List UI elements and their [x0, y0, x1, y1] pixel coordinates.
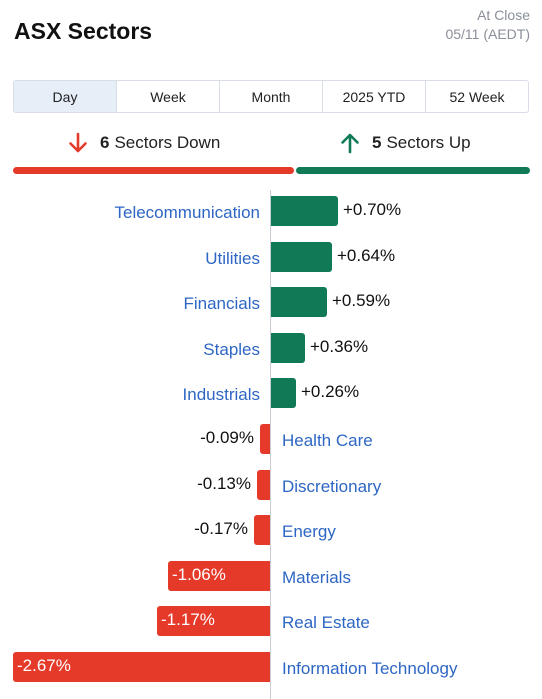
sector-name-link[interactable]: Discretionary: [282, 477, 382, 496]
timeframe-tabs: Day Week Month 2025 YTD 52 Week: [13, 80, 529, 113]
sectors-down-summary: 6 Sectors Down: [68, 132, 220, 154]
sector-change-value: +0.36%: [310, 337, 369, 356]
sector-name-link[interactable]: Materials: [282, 568, 351, 587]
sector-change-value: +0.64%: [337, 246, 396, 265]
status-label: At Close: [477, 7, 530, 23]
sector-bar: [254, 515, 270, 545]
sector-bar: [157, 606, 270, 636]
sector-bar: [13, 652, 270, 682]
sector-bar: [271, 378, 296, 408]
tab-52-week[interactable]: 52 Week: [449, 88, 505, 105]
market-status: At Close 05/11 (AEDT): [445, 6, 530, 44]
sector-change-value: -1.17%: [161, 610, 215, 629]
sectors-up-summary: 5 Sectors Up: [340, 132, 471, 154]
sector-name-link[interactable]: Utilities: [205, 249, 260, 268]
tab-ytd[interactable]: 2025 YTD: [323, 81, 426, 112]
sector-bar: [260, 424, 270, 454]
page-title: ASX Sectors: [14, 18, 153, 44]
sector-name-link[interactable]: Telecommunication: [114, 203, 260, 222]
sector-name-link[interactable]: Real Estate: [282, 613, 370, 632]
sector-change-value: +0.70%: [343, 200, 402, 219]
sector-bar: [168, 561, 270, 591]
tab-day[interactable]: Day: [14, 81, 117, 112]
sector-name-link[interactable]: Financials: [183, 294, 260, 313]
sector-change-value: +0.26%: [301, 382, 360, 401]
sectors-up-count: 5: [372, 133, 382, 152]
sector-change-value: -2.67%: [17, 656, 71, 675]
status-timestamp: 05/11 (AEDT): [445, 26, 530, 42]
sectors-down-count: 6: [100, 133, 110, 152]
sectors-down-label: Sectors Down: [114, 133, 221, 152]
sector-change-value: -0.09%: [200, 428, 254, 447]
sector-change-value: +0.59%: [332, 291, 391, 310]
sector-name-link[interactable]: Information Technology: [282, 659, 458, 678]
arrow-up-icon: [340, 132, 360, 154]
sector-name-link[interactable]: Health Care: [282, 431, 373, 450]
sectors-up-label: Sectors Up: [386, 133, 471, 152]
sector-change-value: -0.13%: [197, 474, 251, 493]
sector-bar: [257, 470, 270, 500]
sector-bar: [271, 242, 332, 272]
arrow-down-icon: [68, 132, 88, 154]
sector-change-value: -0.17%: [194, 519, 248, 538]
sector-bar: [271, 196, 338, 226]
sector-name-link[interactable]: Energy: [282, 522, 336, 541]
zero-axis: [270, 190, 271, 699]
sector-name-link[interactable]: Staples: [203, 340, 260, 359]
tab-week[interactable]: Week: [117, 81, 220, 112]
sectors-down-ratio-bar: [13, 167, 294, 174]
sector-name-link[interactable]: Industrials: [182, 385, 260, 404]
sector-change-value: -1.06%: [172, 565, 226, 584]
sector-bar: [271, 333, 305, 363]
sectors-up-ratio-bar: [296, 167, 530, 174]
sector-bar: [271, 287, 327, 317]
tab-month[interactable]: Month: [220, 81, 323, 112]
